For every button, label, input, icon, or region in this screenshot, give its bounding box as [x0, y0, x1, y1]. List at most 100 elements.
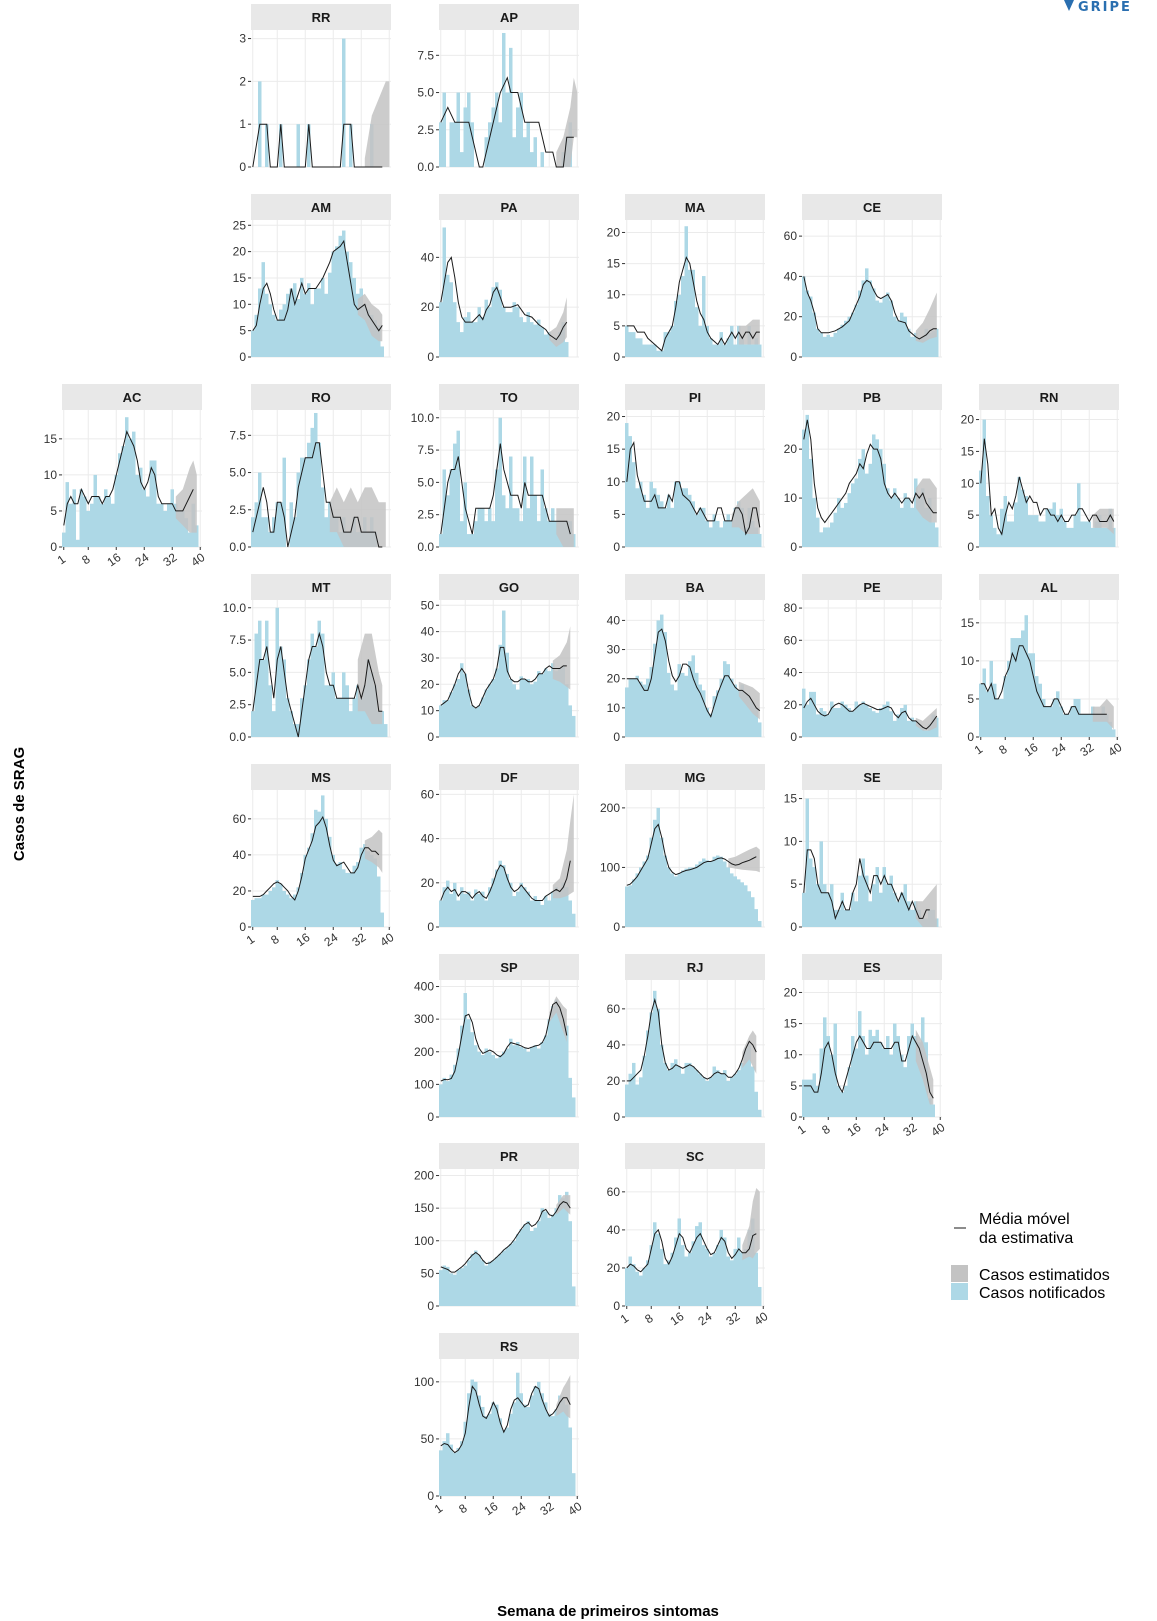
y-tick-label: 5.0 [229, 466, 246, 480]
bar [1105, 714, 1109, 737]
bar [537, 671, 541, 737]
y-tick-label: 20 [607, 410, 621, 424]
bar [844, 320, 848, 357]
estimate-band [742, 1188, 760, 1261]
bar [667, 672, 671, 737]
bar [373, 858, 377, 927]
y-tick-label: 100 [600, 860, 620, 874]
facet-title-al: AL [1040, 580, 1057, 595]
bar [533, 1227, 537, 1306]
y-tick-label: 50 [421, 1432, 435, 1446]
bar [303, 457, 307, 547]
bar [754, 1252, 758, 1306]
bar [547, 1019, 551, 1117]
bar [377, 876, 381, 927]
bar [931, 522, 935, 547]
bar [635, 873, 639, 927]
y-tick-label: 5 [50, 504, 57, 518]
facet-strip-pi [625, 384, 765, 410]
bar [90, 503, 94, 547]
facet-ba: BA 0 10 20 30 40 [607, 574, 765, 744]
x-tick-label: 16 [667, 1309, 686, 1328]
bar [837, 328, 841, 357]
bar [446, 495, 450, 547]
bar [498, 289, 502, 357]
bar [914, 901, 918, 927]
y-tick-label: 5 [613, 507, 620, 521]
bar [296, 724, 300, 737]
bar [533, 137, 537, 167]
bar [747, 1044, 751, 1117]
x-tick-label: 8 [996, 742, 1010, 757]
bar [275, 502, 279, 547]
bar [921, 336, 925, 357]
bar [442, 700, 446, 737]
bar [719, 678, 723, 737]
facet-am: AM 0 5 10 15 20 25 [233, 194, 391, 364]
bar [635, 1271, 639, 1306]
bar [474, 322, 478, 357]
bar [837, 707, 841, 737]
bar [996, 534, 1000, 547]
bar [875, 300, 879, 357]
moving-average-line [440, 443, 571, 535]
bar [903, 1067, 907, 1117]
facet-strip-pb [802, 384, 942, 410]
bar [460, 1025, 464, 1117]
bar [537, 1048, 541, 1117]
bar [132, 431, 136, 547]
facet-title-es: ES [863, 960, 881, 975]
bar [730, 1077, 734, 1117]
bar [491, 107, 495, 167]
bar [1021, 630, 1025, 737]
bar [470, 705, 474, 737]
bar [335, 246, 339, 357]
bar [805, 414, 809, 547]
bar [289, 502, 293, 547]
bar [816, 517, 820, 547]
bar [356, 293, 360, 357]
bar [519, 676, 523, 737]
bar [816, 714, 820, 737]
bar [370, 314, 374, 357]
bar [910, 507, 914, 547]
bar [460, 887, 464, 927]
bar [830, 1054, 834, 1117]
bar [868, 901, 872, 927]
bar [642, 1055, 646, 1117]
bar [723, 1070, 727, 1117]
bar [847, 909, 851, 927]
bar [495, 1257, 499, 1306]
legend-line-label-2: da estimativa [979, 1230, 1073, 1247]
bar [512, 1402, 516, 1496]
bar [625, 325, 629, 357]
bar [903, 884, 907, 927]
bar [491, 521, 495, 547]
bar [826, 1036, 830, 1117]
bar [1028, 515, 1032, 547]
bar [456, 430, 460, 547]
bar [265, 517, 269, 547]
bar [442, 1441, 446, 1496]
bar [265, 894, 269, 927]
bar [69, 503, 73, 547]
moving-average-line [252, 442, 383, 548]
bar [1017, 476, 1021, 547]
bar [730, 520, 734, 547]
bar [512, 302, 516, 357]
y-tick-label: 60 [607, 1185, 621, 1199]
bar [709, 713, 713, 737]
bar [649, 667, 653, 737]
bar [544, 1211, 548, 1306]
bar [851, 1036, 855, 1117]
y-tick-label: 50 [421, 598, 435, 612]
bar [446, 1081, 450, 1117]
logo-text: GRIPE [1078, 0, 1132, 15]
bar [663, 632, 667, 737]
bar [474, 1381, 478, 1496]
bar [268, 304, 272, 357]
bar [258, 898, 262, 927]
bar [674, 690, 678, 737]
bar [802, 1079, 806, 1117]
x-tick-label: 40 [751, 1309, 770, 1328]
